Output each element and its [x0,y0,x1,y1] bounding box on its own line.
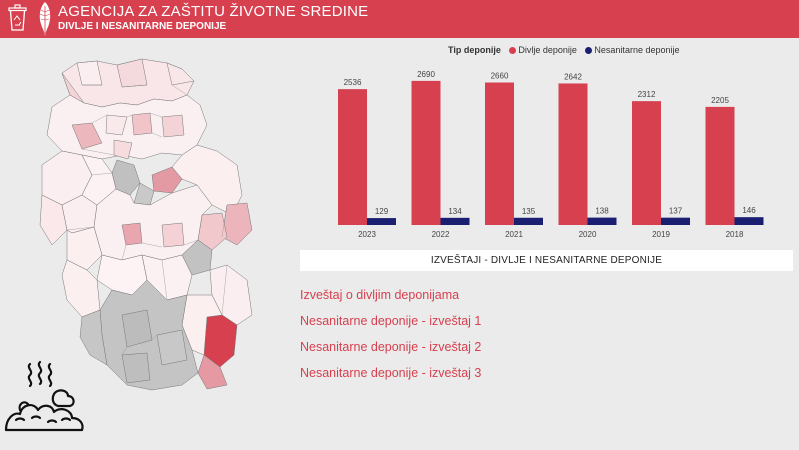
bar-nesanitarne-2023[interactable] [367,218,396,225]
data-label-divlje-2021: 2660 [491,72,509,81]
serbia-municipalities-map[interactable] [22,55,292,395]
data-label-nesanitarne-2019: 137 [669,207,683,216]
bar-nesanitarne-2019[interactable] [661,217,690,225]
bar-nesanitarne-2018[interactable] [734,217,764,225]
x-tick-2021: 2021 [505,230,523,239]
report-links: Izveštaj o divljim deponijama Nesanitarn… [300,286,481,390]
bar-divlje-2021[interactable] [485,82,514,226]
legend-dot-divlje [509,46,517,54]
x-tick-2019: 2019 [652,230,670,239]
page-subtitle: DIVLJE I NESANITARNE DEPONIJE [58,21,227,32]
data-label-divlje-2023: 2536 [344,78,362,87]
bar-chart[interactable]: 2536 129 2023 2690 134 2022 2660 135 2021 2642 138… [300,60,793,245]
waste-pile-icon [4,360,84,432]
x-tick-2023: 2023 [358,230,376,239]
report-link-nesanitarne-3[interactable]: Nesanitarne deponije - izveštaj 3 [300,366,482,380]
bar-divlje-2020[interactable] [558,83,588,225]
chart-legend: Tip deponije Divlje deponije Nesanitarne… [448,45,683,55]
data-label-nesanitarne-2020: 138 [595,207,609,216]
report-link-nesanitarne-1[interactable]: Nesanitarne deponije - izveštaj 1 [300,314,482,328]
bar-divlje-2019[interactable] [632,101,661,225]
data-label-divlje-2022: 2690 [417,70,435,79]
data-label-nesanitarne-2018: 146 [742,206,756,215]
bar-nesanitarne-2022[interactable] [440,217,470,225]
bar-divlje-2023[interactable] [338,89,367,225]
bar-nesanitarne-2021[interactable] [514,217,543,225]
legend-item-nesanitarne[interactable]: Nesanitarne deponije [594,45,680,55]
report-link-nesanitarne-2[interactable]: Nesanitarne deponije - izveštaj 2 [300,340,482,354]
report-link-divlje[interactable]: Izveštaj o divljim deponijama [300,288,460,302]
legend-title: Tip deponije [448,45,501,55]
header-bar: AGENCIJA ZA ZAŠTITU ŽIVOTNE SREDINE DIVL… [0,0,799,38]
legend-dot-nesanitarne [585,46,593,54]
data-label-divlje-2018: 2205 [711,96,729,105]
bar-divlje-2018[interactable] [705,106,735,225]
page-title: AGENCIJA ZA ZAŠTITU ŽIVOTNE SREDINE [58,3,369,20]
reports-header: IZVEŠTAJI - DIVLJE I NESANITARNE DEPONIJ… [300,250,793,271]
data-label-nesanitarne-2021: 135 [522,207,536,216]
legend-item-divlje[interactable]: Divlje deponije [518,45,577,55]
x-tick-2020: 2020 [579,230,597,239]
recycle-bin-icon [8,4,27,31]
x-tick-2022: 2022 [432,230,450,239]
feather-leaf-icon [39,2,51,36]
data-label-nesanitarne-2023: 129 [375,207,389,216]
data-label-divlje-2020: 2642 [564,72,582,81]
bar-divlje-2022[interactable] [411,80,441,225]
data-label-divlje-2019: 2312 [638,90,656,99]
bar-nesanitarne-2020[interactable] [587,217,617,225]
x-tick-2018: 2018 [726,230,744,239]
data-label-nesanitarne-2022: 134 [448,207,462,216]
